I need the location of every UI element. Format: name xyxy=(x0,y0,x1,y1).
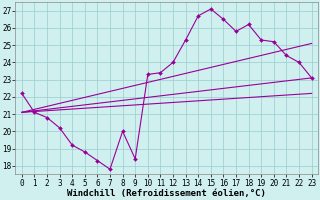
X-axis label: Windchill (Refroidissement éolien,°C): Windchill (Refroidissement éolien,°C) xyxy=(67,189,266,198)
